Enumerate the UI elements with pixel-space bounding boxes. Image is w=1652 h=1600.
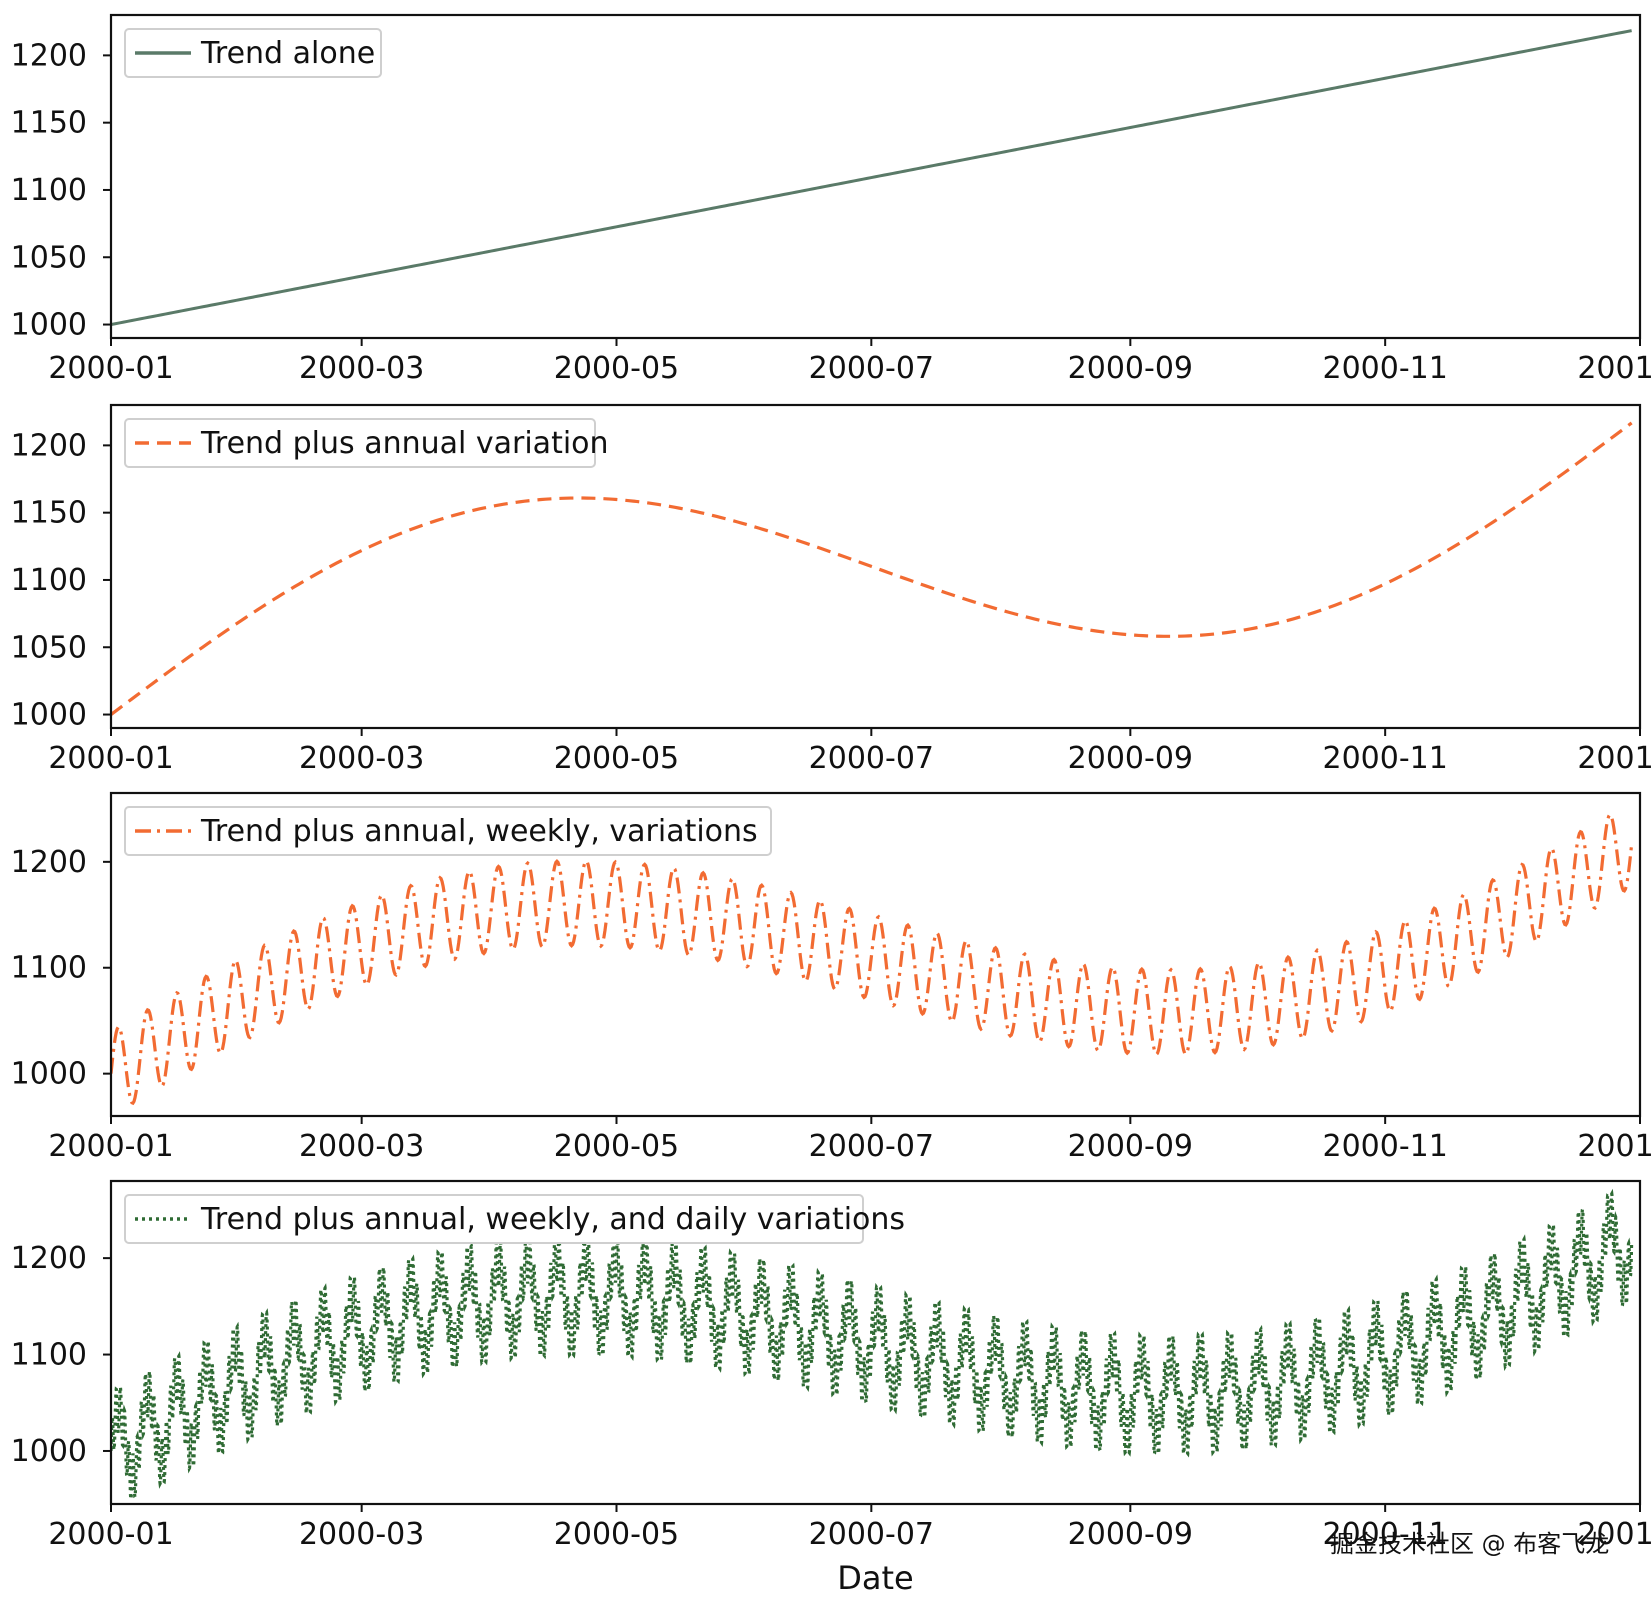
x-tick-label: 2000-09 bbox=[1068, 1129, 1193, 1164]
x-tick-label: 2000-09 bbox=[1068, 741, 1193, 776]
x-tick-label: 2000-03 bbox=[299, 1129, 424, 1164]
y-tick-label: 1150 bbox=[11, 496, 87, 531]
y-tick-label: 1000 bbox=[11, 1057, 87, 1092]
chart-panel-4: 2000-01 2000-03 2000-05 2000-07 2000-09 2000-… bbox=[11, 1179, 1652, 1597]
x-tick-label: 2000-11 bbox=[1322, 741, 1447, 776]
series-line-annual bbox=[111, 421, 1633, 716]
axes-frame bbox=[109, 1179, 1642, 1506]
y-tick-label: 1200 bbox=[11, 428, 87, 463]
x-tick-label: 2000-05 bbox=[554, 741, 679, 776]
x-tick-label: 2000-07 bbox=[809, 1129, 934, 1164]
y-tick-label: 1150 bbox=[11, 106, 87, 141]
legend-box bbox=[124, 28, 382, 78]
legend-box bbox=[124, 418, 596, 468]
legend-label: Trend plus annual, weekly, variations bbox=[200, 814, 758, 849]
x-tick-label: 2001-01 bbox=[1577, 351, 1652, 386]
x-tick-label: 2000-11 bbox=[1322, 1129, 1447, 1164]
legend-box bbox=[124, 806, 772, 856]
y-tick-label: 1200 bbox=[11, 1241, 87, 1276]
y-tick-label: 1100 bbox=[11, 173, 87, 208]
y-tick-label: 1000 bbox=[11, 308, 87, 343]
x-tick-label: 2000-01 bbox=[48, 741, 173, 776]
legend: Trend plus annual, weekly, variations bbox=[124, 806, 772, 856]
x-tick-label: 2000-09 bbox=[1068, 1517, 1193, 1552]
legend-label: Trend alone bbox=[200, 36, 375, 71]
chart-panel-3: 2000-01 2000-03 2000-05 2000-07 2000-09 2000-… bbox=[11, 791, 1652, 1164]
legend: Trend alone bbox=[124, 28, 382, 78]
axes-frame bbox=[109, 791, 1642, 1118]
x-tick-label: 2000-01 bbox=[48, 351, 173, 386]
legend-box bbox=[124, 1194, 864, 1244]
x-tick-label: 2000-05 bbox=[554, 1129, 679, 1164]
y-tick-label: 1100 bbox=[11, 951, 87, 986]
x-tick-label: 2000-11 bbox=[1322, 351, 1447, 386]
x-tick-label: 2000-01 bbox=[48, 1129, 173, 1164]
x-tick-label: 2000-03 bbox=[299, 741, 424, 776]
chart-panel-1: 2000-01 2000-03 2000-05 2000-07 2000-09 2000-… bbox=[11, 13, 1652, 386]
x-tick-label: 2001-01 bbox=[1577, 741, 1652, 776]
panels: 2000-01 2000-03 2000-05 2000-07 2000-09 2000-… bbox=[11, 13, 1652, 1597]
y-tick-label: 1200 bbox=[11, 38, 87, 73]
axes-frame bbox=[109, 403, 1642, 730]
y-tick-label: 1200 bbox=[11, 845, 87, 880]
y-tick-label: 1000 bbox=[11, 1434, 87, 1469]
x-tick-label: 2001-01 bbox=[1577, 1517, 1652, 1552]
y-tick-label: 1100 bbox=[11, 563, 87, 598]
watermark: 掘金技术社区 @ 布客飞龙 bbox=[1330, 1530, 1609, 1558]
x-tick-label: 2000-05 bbox=[554, 351, 679, 386]
x-tick-label: 2000-05 bbox=[554, 1517, 679, 1552]
series-line-daily bbox=[111, 1188, 1634, 1504]
legend: Trend plus annual, weekly, and daily var… bbox=[124, 1194, 905, 1244]
x-tick-label: 2000-09 bbox=[1068, 351, 1193, 386]
series-line-trend bbox=[111, 29, 1632, 327]
chart-panel-2: 2000-01 2000-03 2000-05 2000-07 2000-09 2000-… bbox=[11, 403, 1652, 776]
legend-label: Trend plus annual, weekly, and daily var… bbox=[200, 1202, 905, 1237]
series-line-weekly bbox=[111, 812, 1634, 1106]
y-tick-label: 1050 bbox=[11, 630, 87, 665]
x-tick-label: 2001-01 bbox=[1577, 1129, 1652, 1164]
x-tick-label: 2000-07 bbox=[809, 1517, 934, 1552]
y-tick-label: 1050 bbox=[11, 240, 87, 275]
legend-label: Trend plus annual variation bbox=[200, 426, 609, 461]
x-tick-label: 2000-07 bbox=[809, 351, 934, 386]
x-tick-label: 2000-01 bbox=[48, 1517, 173, 1552]
y-tick-label: 1100 bbox=[11, 1338, 87, 1373]
x-tick-label: 2000-03 bbox=[299, 1517, 424, 1552]
x-tick-label: 2000-07 bbox=[809, 741, 934, 776]
x-axis-label: Date bbox=[837, 1559, 913, 1597]
x-tick-label: 2000-11 bbox=[1322, 1517, 1447, 1552]
y-tick-label: 1000 bbox=[11, 698, 87, 733]
x-tick-label: 2000-03 bbox=[299, 351, 424, 386]
legend: Trend plus annual variation bbox=[124, 418, 609, 468]
axes-frame bbox=[109, 13, 1642, 340]
